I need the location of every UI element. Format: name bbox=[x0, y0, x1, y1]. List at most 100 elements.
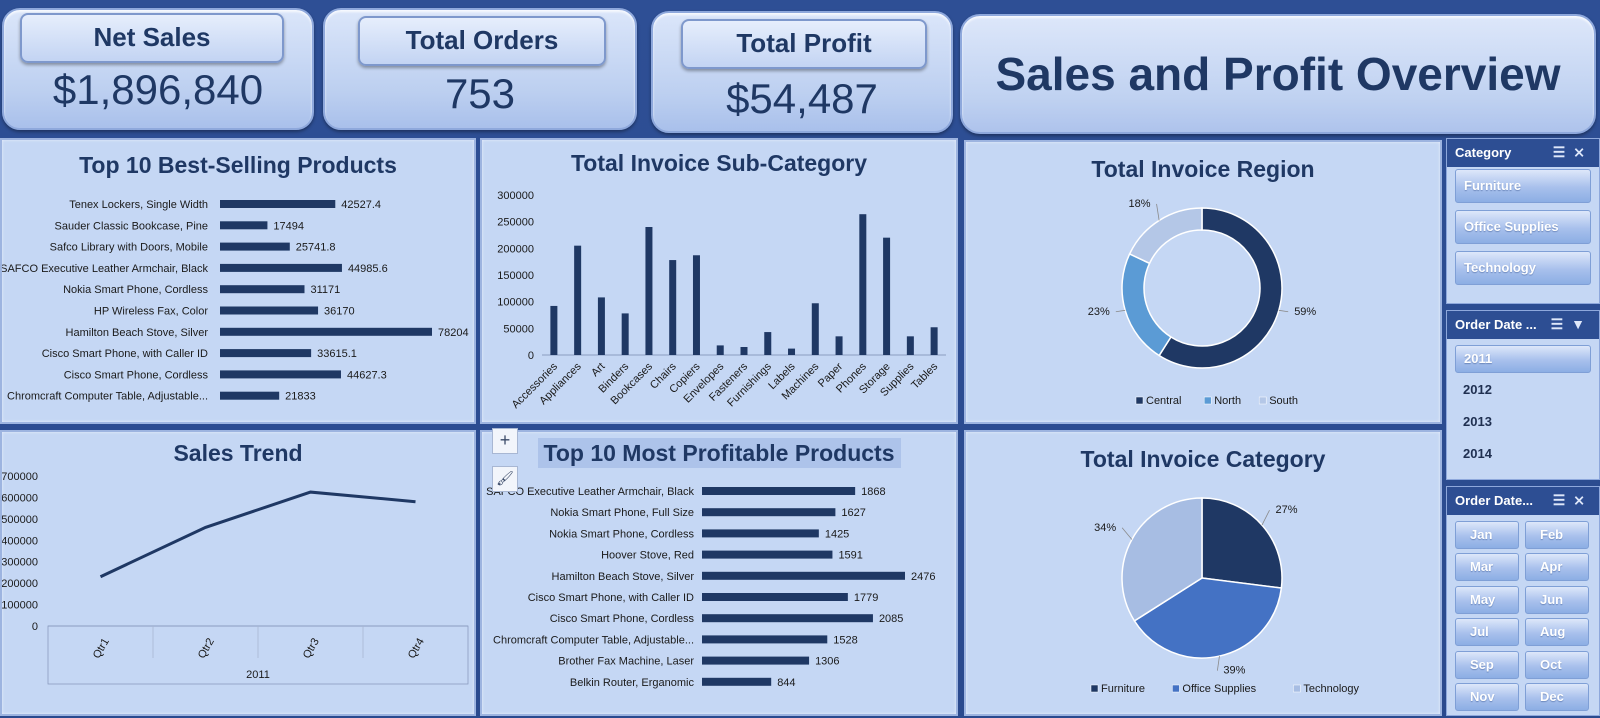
category-label-nokia-smart-phone-full-size: Nokia Smart Phone, Full Size bbox=[550, 507, 694, 519]
bar-fasteners bbox=[740, 347, 748, 355]
data-label-brother-fax-machine-laser: 1306 bbox=[815, 656, 839, 668]
kpi-total-profit-label: Total Profit bbox=[681, 19, 927, 69]
month-button-aug[interactable]: Aug bbox=[1525, 618, 1589, 647]
legend-south: South bbox=[1269, 395, 1298, 407]
category-title: Total Invoice Category bbox=[1080, 446, 1326, 472]
data-label-safco-executive-leather-armchair-black: 44985.6 bbox=[348, 263, 388, 275]
category-label-nokia-smart-phone-cordless: Nokia Smart Phone, Cordless bbox=[549, 528, 694, 540]
order-month-slicer[interactable]: Order Date... ☰⨯ Jan Feb Mar Apr May Jun Jul Au… bbox=[1446, 486, 1600, 716]
bar-safco-executive-leather-armchair-black bbox=[702, 487, 856, 495]
data-label-safco-library-with-doors-mobile: 25741.8 bbox=[296, 242, 336, 254]
y-tick-100000: 100000 bbox=[497, 297, 534, 309]
data-label-safco-executive-leather-armchair-black: 1868 bbox=[861, 486, 885, 498]
y-tick-300000: 300000 bbox=[2, 557, 38, 569]
data-label-chromcraft-computer-table-adjustable: 1528 bbox=[833, 634, 857, 646]
slice-south bbox=[1128, 207, 1203, 265]
kpi-total-orders-card[interactable]: Total Orders 753 bbox=[323, 8, 637, 130]
sub-category-chart: 300000250000200000150000100000500000Acce… bbox=[497, 190, 946, 411]
data-label-cisco-smart-phone-with-caller-id: 33615.1 bbox=[317, 348, 357, 360]
legend-swatch-office-supplies bbox=[1172, 684, 1180, 693]
multi-select-icon[interactable]: ☰ bbox=[1550, 316, 1572, 332]
x-tick-qtr2: Qtr2 bbox=[196, 636, 217, 661]
legend-technology: Technology bbox=[1303, 683, 1359, 695]
kpi-net-sales-card[interactable]: Net Sales $1,896,840 bbox=[2, 8, 314, 130]
month-button-jan[interactable]: Jan bbox=[1455, 521, 1519, 549]
bar-nokia-smart-phone-cordless bbox=[220, 285, 305, 294]
slicer-item-2012[interactable]: 2012 bbox=[1463, 382, 1492, 397]
slice-furniture bbox=[1201, 497, 1283, 589]
region-title: Total Invoice Region bbox=[1091, 156, 1315, 182]
x-group-label: 2011 bbox=[246, 669, 270, 681]
data-label-hoover-stove-red: 1591 bbox=[838, 550, 862, 562]
slicer-item-furniture[interactable]: Furniture bbox=[1455, 169, 1591, 203]
category-label-safco-library-with-doors-mobile: Safco Library with Doors, Mobile bbox=[50, 242, 208, 254]
month-button-may[interactable]: May bbox=[1455, 585, 1519, 614]
region-panel[interactable]: Total Invoice Region 59% 23% 18% Central Nor… bbox=[964, 140, 1442, 424]
legend-swatch-north bbox=[1203, 396, 1212, 405]
category-label-chromcraft-computer-table-adjustable: Chromcraft Computer Table, Adjustable... bbox=[7, 391, 208, 403]
clear-filter-icon[interactable]: ⨯ bbox=[1573, 492, 1593, 508]
x-tick-art: Art bbox=[589, 361, 607, 379]
bar-tables bbox=[930, 327, 938, 355]
month-button-mar[interactable]: Mar bbox=[1455, 553, 1519, 582]
month-button-oct[interactable]: Oct bbox=[1525, 650, 1589, 679]
slicer-item-technology[interactable]: Technology bbox=[1455, 251, 1591, 285]
sub-category-panel[interactable]: Total Invoice Sub-Category 300000 250000 2… bbox=[480, 138, 958, 424]
bar-nokia-smart-phone-cordless bbox=[702, 529, 819, 538]
y-tick-250000: 250000 bbox=[497, 217, 534, 229]
order-year-slicer[interactable]: Order Date ... ☰▼ 2011 2012 2013 2014 bbox=[1446, 310, 1600, 480]
bar-envelopes bbox=[716, 345, 724, 355]
month-button-apr[interactable]: Apr bbox=[1525, 553, 1589, 582]
bar-cisco-smart-phone-cordless bbox=[220, 370, 341, 379]
kpi-total-orders-label: Total Orders bbox=[358, 16, 606, 66]
bar-chairs bbox=[669, 260, 677, 355]
x-tick-qtr1: Qtr1 bbox=[91, 636, 112, 661]
bar-hoover-stove-red bbox=[702, 550, 833, 559]
data-label-nokia-smart-phone-cordless: 31171 bbox=[311, 284, 341, 296]
category-panel[interactable]: Total Invoice Category 27% 39% 34% Furnitur… bbox=[964, 430, 1442, 716]
data-label-hamilton-beach-stove-silver: 2476 bbox=[911, 571, 935, 583]
category-label-hoover-stove-red: Hoover Stove, Red bbox=[601, 550, 694, 562]
category-label-hamilton-beach-stove-silver: Hamilton Beach Stove, Silver bbox=[66, 327, 209, 339]
category-slicer[interactable]: Category ☰⨯ Furniture Office Supplies Te… bbox=[1446, 138, 1600, 304]
bar-hamilton-beach-stove-silver bbox=[220, 327, 432, 336]
month-button-jun[interactable]: Jun bbox=[1525, 585, 1589, 614]
bar-bookcases bbox=[645, 227, 653, 355]
most-profitable-panel[interactable]: Top 10 Most Profitable Products SAFCO Ex… bbox=[480, 430, 958, 716]
multi-select-icon[interactable]: ☰ bbox=[1552, 144, 1574, 160]
order-month-slicer-title: Order Date... bbox=[1455, 493, 1534, 508]
data-label-nokia-smart-phone-full-size: 1627 bbox=[841, 507, 865, 519]
bar-hamilton-beach-stove-silver bbox=[702, 571, 905, 580]
kpi-net-sales-value: $1,896,840 bbox=[52, 66, 264, 113]
y-tick-0: 0 bbox=[528, 350, 534, 362]
best-selling-panel[interactable]: Top 10 Best-Selling Products Tenex Locke… bbox=[0, 138, 476, 424]
slicer-item-2014[interactable]: 2014 bbox=[1463, 446, 1492, 461]
clear-filter-icon[interactable]: ⨯ bbox=[1573, 144, 1593, 160]
data-label-technology: 34% bbox=[1094, 522, 1116, 534]
most-profitable-title-text: Top 10 Most Profitable Products bbox=[537, 438, 901, 468]
category-label-cisco-smart-phone-cordless: Cisco Smart Phone, Cordless bbox=[550, 613, 695, 625]
legend-swatch-technology bbox=[1293, 684, 1301, 693]
category-label-nokia-smart-phone-cordless: Nokia Smart Phone, Cordless bbox=[63, 284, 208, 296]
slicer-item-2013[interactable]: 2013 bbox=[1463, 414, 1492, 429]
bar-safco-executive-leather-armchair-black bbox=[220, 263, 342, 272]
month-button-jul[interactable]: Jul bbox=[1455, 618, 1519, 647]
month-button-feb[interactable]: Feb bbox=[1525, 521, 1589, 549]
bar-machines bbox=[811, 303, 819, 355]
category-label-cisco-smart-phone-with-caller-id: Cisco Smart Phone, with Caller ID bbox=[528, 592, 694, 604]
month-button-nov[interactable]: Nov bbox=[1455, 683, 1519, 711]
category-label-brother-fax-machine-laser: Brother Fax Machine, Laser bbox=[558, 656, 694, 668]
brush-icon[interactable]: 🖌 bbox=[492, 466, 518, 492]
bar-hp-wireless-fax-color bbox=[220, 306, 319, 315]
y-tick-150000: 150000 bbox=[497, 270, 534, 282]
sales-trend-panel[interactable]: Sales Trend 700000 600000 500000 400000 3000… bbox=[0, 430, 476, 716]
month-button-sep[interactable]: Sep bbox=[1455, 650, 1519, 679]
month-button-dec[interactable]: Dec bbox=[1525, 683, 1589, 711]
slicer-item-office-supplies[interactable]: Office Supplies bbox=[1455, 210, 1591, 244]
category-label-belkin-router-erganomic: Belkin Router, Erganomic bbox=[570, 677, 695, 689]
slicer-item-2011[interactable]: 2011 bbox=[1455, 345, 1591, 373]
plus-icon[interactable]: + bbox=[492, 428, 518, 454]
multi-select-icon[interactable]: ☰ bbox=[1552, 492, 1574, 508]
filter-icon[interactable]: ▼ bbox=[1571, 316, 1593, 332]
kpi-total-profit-card[interactable]: Total Profit $54,487 bbox=[651, 11, 953, 133]
